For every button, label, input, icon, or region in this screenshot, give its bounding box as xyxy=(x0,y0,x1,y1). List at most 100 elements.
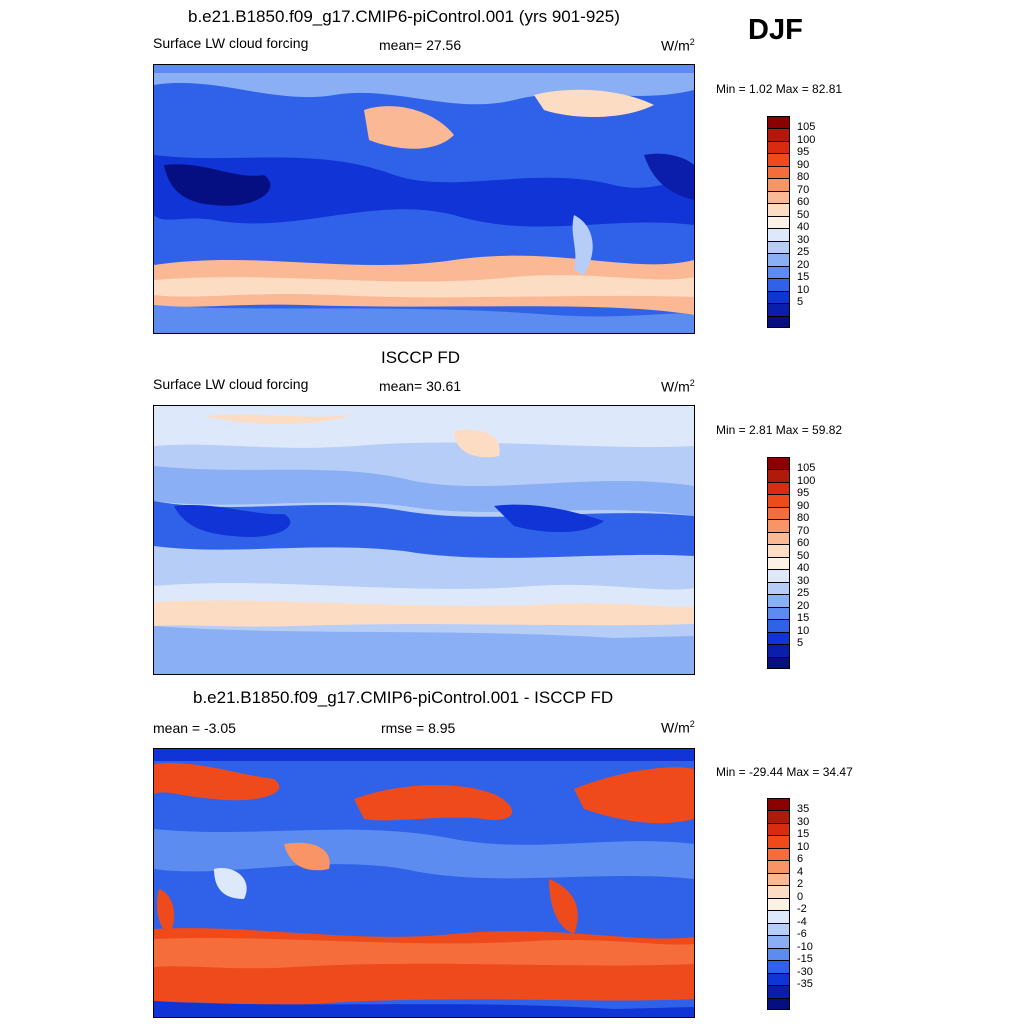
colorbar-swatch xyxy=(767,278,789,291)
colorbar-label: 4 xyxy=(797,865,804,878)
colorbar-label: 10 xyxy=(797,840,810,853)
colorbar-label: 105 xyxy=(797,462,816,475)
panel-2-title: ISCCP FD xyxy=(381,348,461,367)
colorbar-swatch xyxy=(767,531,789,545)
panel-2-minmax: Min = 2.81 Max = 59.82 xyxy=(716,423,843,437)
colorbar-label: 100 xyxy=(797,474,816,487)
colorbar-swatch xyxy=(767,519,789,532)
colorbar-label: 15 xyxy=(797,271,810,284)
colorbar-swatch xyxy=(767,581,789,595)
panel-2-colorbar: 105 100 95 90 80 70 60 50 40 30 25 20 15 10 5 xyxy=(767,457,815,669)
panel-2-variable-label: Surface LW cloud forcing xyxy=(153,376,309,392)
colorbar-label: 70 xyxy=(797,183,810,196)
colorbar-swatch xyxy=(767,315,789,328)
colorbar-label: 10 xyxy=(797,283,810,296)
panel-2-units-text: W/m xyxy=(661,378,690,395)
colorbar-label: 60 xyxy=(797,537,810,550)
panel-2-units: W/m2 xyxy=(661,378,695,395)
panel-1-colorbar: 105 100 95 90 80 70 60 50 40 30 25 20 15 10 5 xyxy=(767,116,815,328)
colorbar-label: 40 xyxy=(797,562,810,575)
colorbar-swatch xyxy=(767,594,789,607)
panel-3-units-text: W/m xyxy=(661,719,690,736)
colorbar-label: 25 xyxy=(797,587,810,600)
colorbar-swatch xyxy=(767,947,789,961)
colorbar-swatch xyxy=(767,165,789,179)
panel-2-mean-label: mean= 30.61 xyxy=(379,378,462,394)
colorbar-swatch xyxy=(767,631,789,645)
panel-1-units-text: W/m xyxy=(661,37,690,54)
panel-1-map-field xyxy=(154,65,694,333)
colorbar-swatch xyxy=(767,935,789,948)
colorbar-frame xyxy=(767,116,790,328)
colorbar-label: 90 xyxy=(797,158,810,171)
colorbar-swatch xyxy=(767,910,789,923)
colorbar-label: -15 xyxy=(797,953,813,966)
colorbar-label: 2 xyxy=(797,878,804,891)
colorbar-swatch xyxy=(767,494,789,507)
colorbar-swatch xyxy=(767,860,789,873)
colorbar-label: 30 xyxy=(797,574,810,587)
panel-1-units-exponent: 2 xyxy=(689,37,695,47)
colorbar-label: 95 xyxy=(797,487,810,500)
colorbar-swatch xyxy=(767,644,789,657)
season-label: DJF xyxy=(748,14,803,46)
panel-2-map xyxy=(153,405,695,675)
colorbar-label: 50 xyxy=(797,208,810,221)
panel-3-units: W/m2 xyxy=(661,719,695,736)
colorbar-label: 30 xyxy=(797,233,810,246)
colorbar-label: -10 xyxy=(797,940,813,953)
colorbar-label: -30 xyxy=(797,965,813,978)
colorbar-swatch xyxy=(767,128,789,141)
colorbar-label: -4 xyxy=(797,915,807,928)
colorbar-label: 30 xyxy=(797,815,810,828)
colorbar-swatch xyxy=(767,469,789,482)
colorbar-swatch xyxy=(767,985,789,998)
colorbar-swatch xyxy=(767,556,789,570)
colorbar-swatch xyxy=(767,798,789,811)
panel-1-variable-label: Surface LW cloud forcing xyxy=(153,35,309,51)
panel-3-map xyxy=(153,748,695,1018)
panel-3-title: b.e21.B1850.f09_g17.CMIP6-piControl.001 … xyxy=(193,688,614,707)
colorbar-swatch xyxy=(767,997,789,1010)
colorbar-swatch xyxy=(767,240,789,254)
colorbar-swatch xyxy=(767,203,789,216)
colorbar-frame xyxy=(767,457,790,669)
colorbar-label: 10 xyxy=(797,624,810,637)
colorbar-swatch xyxy=(767,822,789,836)
panel-3-colorbar: 35 30 15 10 6 4 2 0 -2 -4 -6 -10 -15 -30 -35 xyxy=(767,798,813,1010)
colorbar-label: 100 xyxy=(797,133,816,146)
colorbar-swatch xyxy=(767,569,789,582)
colorbar-swatch xyxy=(767,922,789,936)
colorbar-swatch xyxy=(767,140,789,154)
panel-3-map-field xyxy=(154,749,694,1017)
colorbar-swatch xyxy=(767,228,789,241)
colorbar-swatch xyxy=(767,810,789,823)
colorbar-swatch xyxy=(767,872,789,886)
colorbar-swatch xyxy=(767,506,789,520)
panel-3-mean-label: mean = -3.05 xyxy=(153,720,236,736)
colorbar-swatch xyxy=(767,178,789,191)
panel-1-title: b.e21.B1850.f09_g17.CMIP6-piControl.001 … xyxy=(188,7,620,26)
panel-1-units: W/m2 xyxy=(661,37,695,54)
colorbar-label: 0 xyxy=(797,890,804,903)
colorbar-swatch xyxy=(767,606,789,620)
colorbar-label: 50 xyxy=(797,549,810,562)
panel-2-units-exponent: 2 xyxy=(689,378,695,388)
panel-2-map-field xyxy=(154,406,694,674)
colorbar-swatch xyxy=(767,457,789,470)
colorbar-swatch xyxy=(767,481,789,495)
colorbar-label: 5 xyxy=(797,296,804,309)
panel-3-rmse-label: rmse = 8.95 xyxy=(381,720,456,736)
colorbar-label: 105 xyxy=(797,121,816,134)
colorbar-swatch xyxy=(767,253,789,266)
colorbar-label: 40 xyxy=(797,221,810,234)
colorbar-swatch xyxy=(767,897,789,911)
colorbar-swatch xyxy=(767,835,789,848)
colorbar-swatch xyxy=(767,265,789,279)
colorbar-label: 20 xyxy=(797,599,810,612)
colorbar-label: -35 xyxy=(797,978,813,991)
panel-1-minmax: Min = 1.02 Max = 82.81 xyxy=(716,82,843,96)
colorbar-swatch xyxy=(767,153,789,166)
colorbar-label: 80 xyxy=(797,171,810,184)
colorbar-label: 80 xyxy=(797,512,810,525)
